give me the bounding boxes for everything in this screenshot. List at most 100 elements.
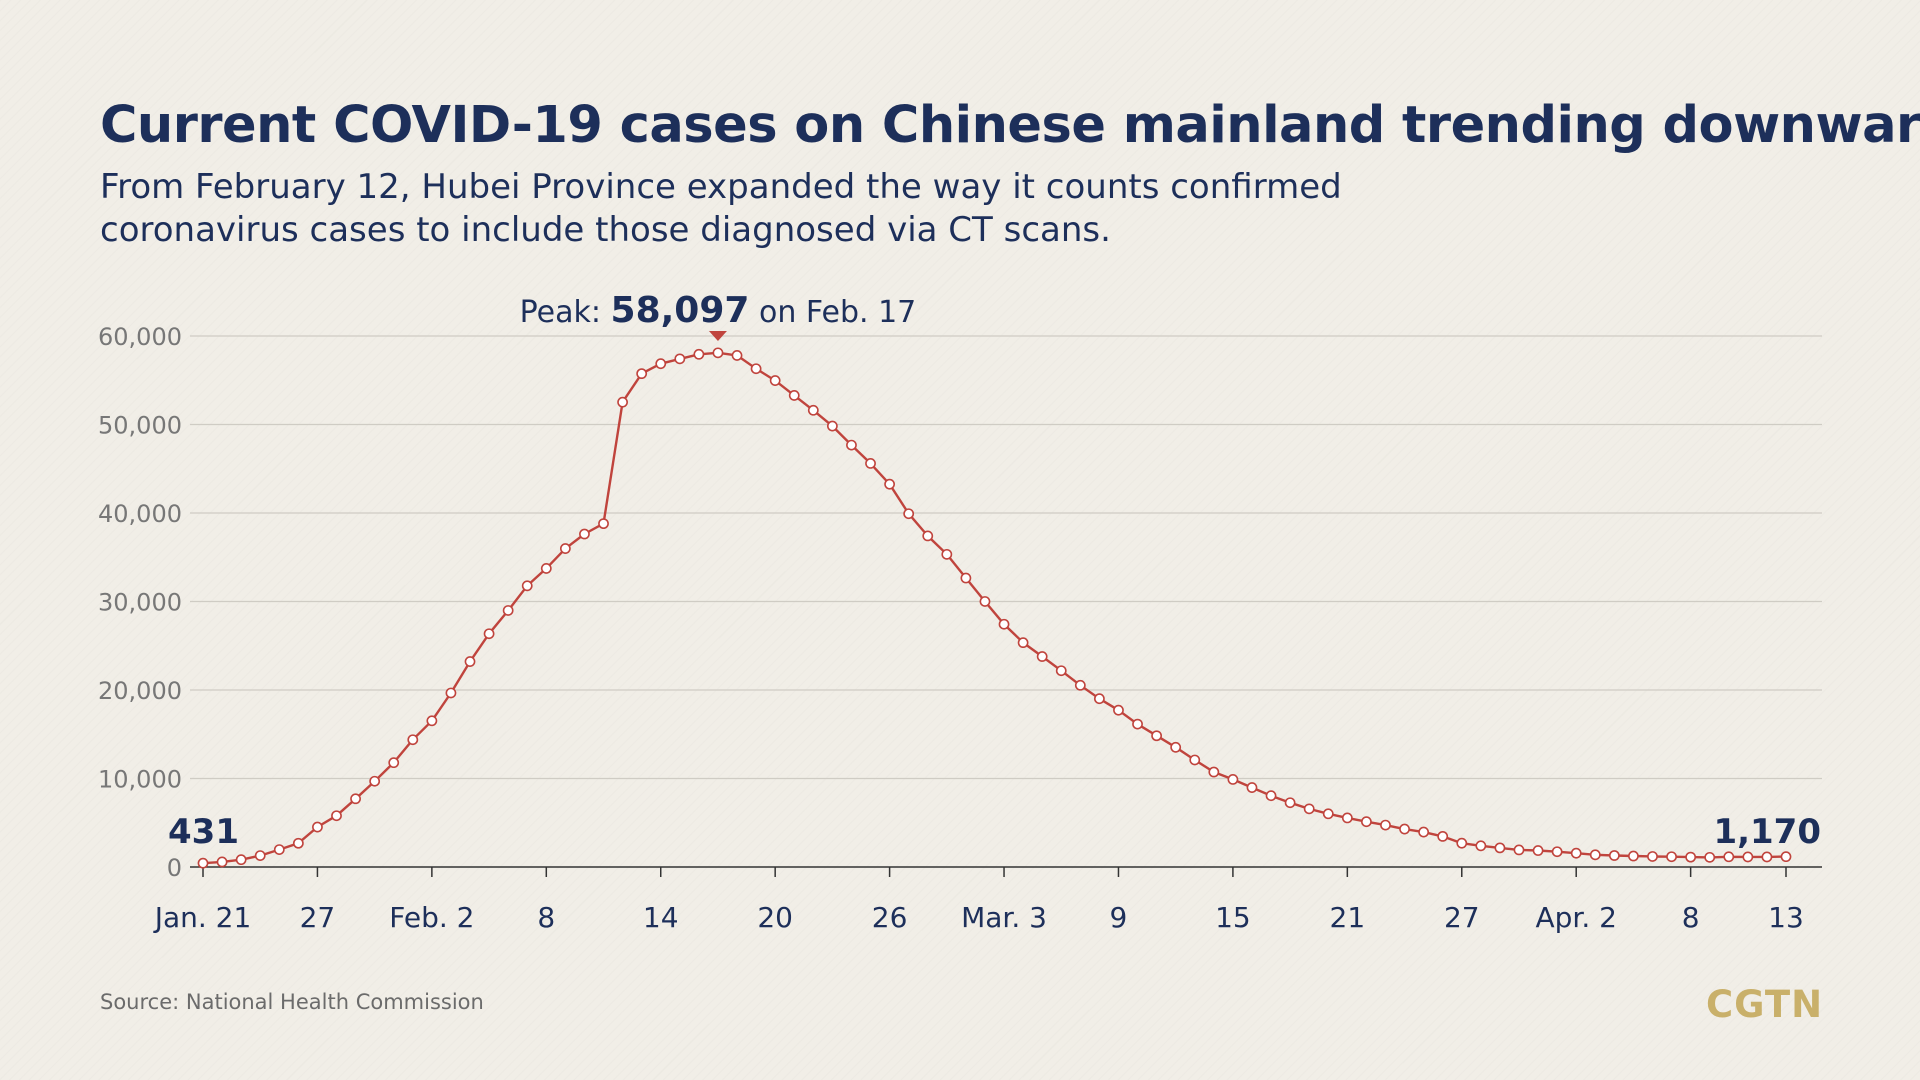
y-tick-label: 30,000 (98, 589, 182, 617)
peak-prefix: Peak: (520, 295, 601, 330)
data-point (483, 628, 495, 640)
data-point (941, 548, 953, 560)
cgtn-logo: CGTN (1706, 983, 1824, 1026)
gridlines (190, 335, 1822, 780)
data-point (1246, 782, 1258, 793)
data-point (1341, 812, 1353, 824)
data-point (521, 580, 533, 592)
data-point (540, 563, 552, 574)
data-point (693, 348, 705, 360)
data-point (1055, 665, 1067, 677)
peak-marker (708, 331, 727, 341)
data-point (1628, 850, 1639, 862)
y-axis: 0 10,000 20,000 30,000 40,000 50,000 60,000 (98, 323, 182, 882)
x-tick-label: 9 (1110, 901, 1128, 934)
x-tick-label: 21 (1330, 901, 1366, 934)
data-point (1132, 718, 1143, 730)
data-point (1113, 704, 1124, 716)
data-point (998, 618, 1010, 630)
data-point (1475, 840, 1487, 852)
data-point (1208, 766, 1220, 778)
data-point (788, 390, 800, 401)
data-point (674, 353, 686, 365)
data-point (464, 656, 476, 667)
chart-subtitle: From February 12, Hubei Province expande… (100, 167, 1342, 250)
data-point (197, 857, 209, 869)
x-tick-label: Mar. 3 (961, 901, 1047, 934)
data-point (407, 734, 419, 746)
data-point (1704, 851, 1716, 863)
x-tick-label: Jan. 21 (153, 901, 252, 934)
y-tick-label: 20,000 (98, 677, 182, 705)
x-axis: Jan. 21 27 Feb. 2 8 14 20 26 Mar. 3 9 15 21 27 Apr. … (153, 866, 1822, 934)
data-point (636, 368, 648, 380)
data-point (1036, 651, 1048, 662)
x-tick-label: 8 (537, 901, 555, 934)
x-tick-label: 13 (1768, 901, 1804, 934)
data-point (1513, 844, 1525, 856)
data-point (312, 821, 323, 833)
end-value-label: 1,170 (1713, 812, 1821, 852)
data-point (1570, 847, 1582, 859)
data-point (1589, 849, 1601, 861)
data-point (750, 363, 762, 375)
data-point (502, 605, 514, 616)
annotations: Peak: 58,097 on Feb. 17 431 1,170 (168, 290, 1821, 852)
data-point (1723, 851, 1735, 863)
data-point (846, 439, 857, 451)
y-tick-label: 60,000 (98, 323, 182, 351)
data-point (216, 856, 228, 868)
data-point (1647, 851, 1658, 862)
data-point (254, 850, 266, 862)
peak-value: 58,097 (611, 290, 750, 331)
data-point (979, 596, 991, 607)
data-point (1666, 851, 1677, 863)
data-point (731, 350, 743, 361)
data-point (1227, 774, 1239, 785)
data-point (388, 757, 400, 769)
x-tick-label: 14 (643, 901, 679, 934)
data-point (235, 854, 247, 866)
data-point (292, 837, 304, 849)
x-tick-label: 26 (872, 901, 908, 934)
source-note: Source: National Health Commission (100, 990, 484, 1014)
data-point (1380, 819, 1391, 831)
data-point (1418, 826, 1430, 838)
data-point (884, 478, 896, 490)
y-tick-label: 0 (167, 854, 182, 882)
data-point (1017, 637, 1029, 649)
data-point (273, 844, 285, 856)
data-point (1780, 851, 1792, 863)
y-tick-label: 10,000 (98, 766, 182, 794)
x-tick-label: 15 (1215, 901, 1251, 934)
data-point (903, 508, 915, 520)
data-point (1685, 851, 1697, 863)
data-point (1189, 754, 1201, 766)
data-point (1742, 851, 1754, 863)
x-tick-label: Apr. 2 (1535, 901, 1616, 934)
data-point (426, 715, 438, 727)
data-point (1761, 851, 1773, 863)
data-point (331, 810, 342, 822)
data-point (807, 404, 819, 416)
data-point (617, 396, 628, 408)
peak-suffix: on Feb. 17 (759, 295, 916, 330)
series-line (202, 351, 1787, 865)
data-point (655, 358, 667, 370)
data-point (769, 375, 781, 386)
data-point (712, 347, 724, 359)
data-point (350, 793, 361, 805)
data-point (369, 775, 381, 787)
data-point (1608, 850, 1620, 861)
data-point (1437, 830, 1449, 842)
data-point (1361, 816, 1372, 828)
x-tick-label: 27 (300, 901, 336, 934)
data-point (922, 530, 934, 542)
data-point (1303, 803, 1315, 815)
data-point (598, 518, 609, 530)
data-point (1093, 693, 1105, 705)
x-tick-label: Feb. 2 (389, 901, 474, 934)
data-point (1284, 797, 1296, 809)
data-point (1170, 741, 1182, 753)
